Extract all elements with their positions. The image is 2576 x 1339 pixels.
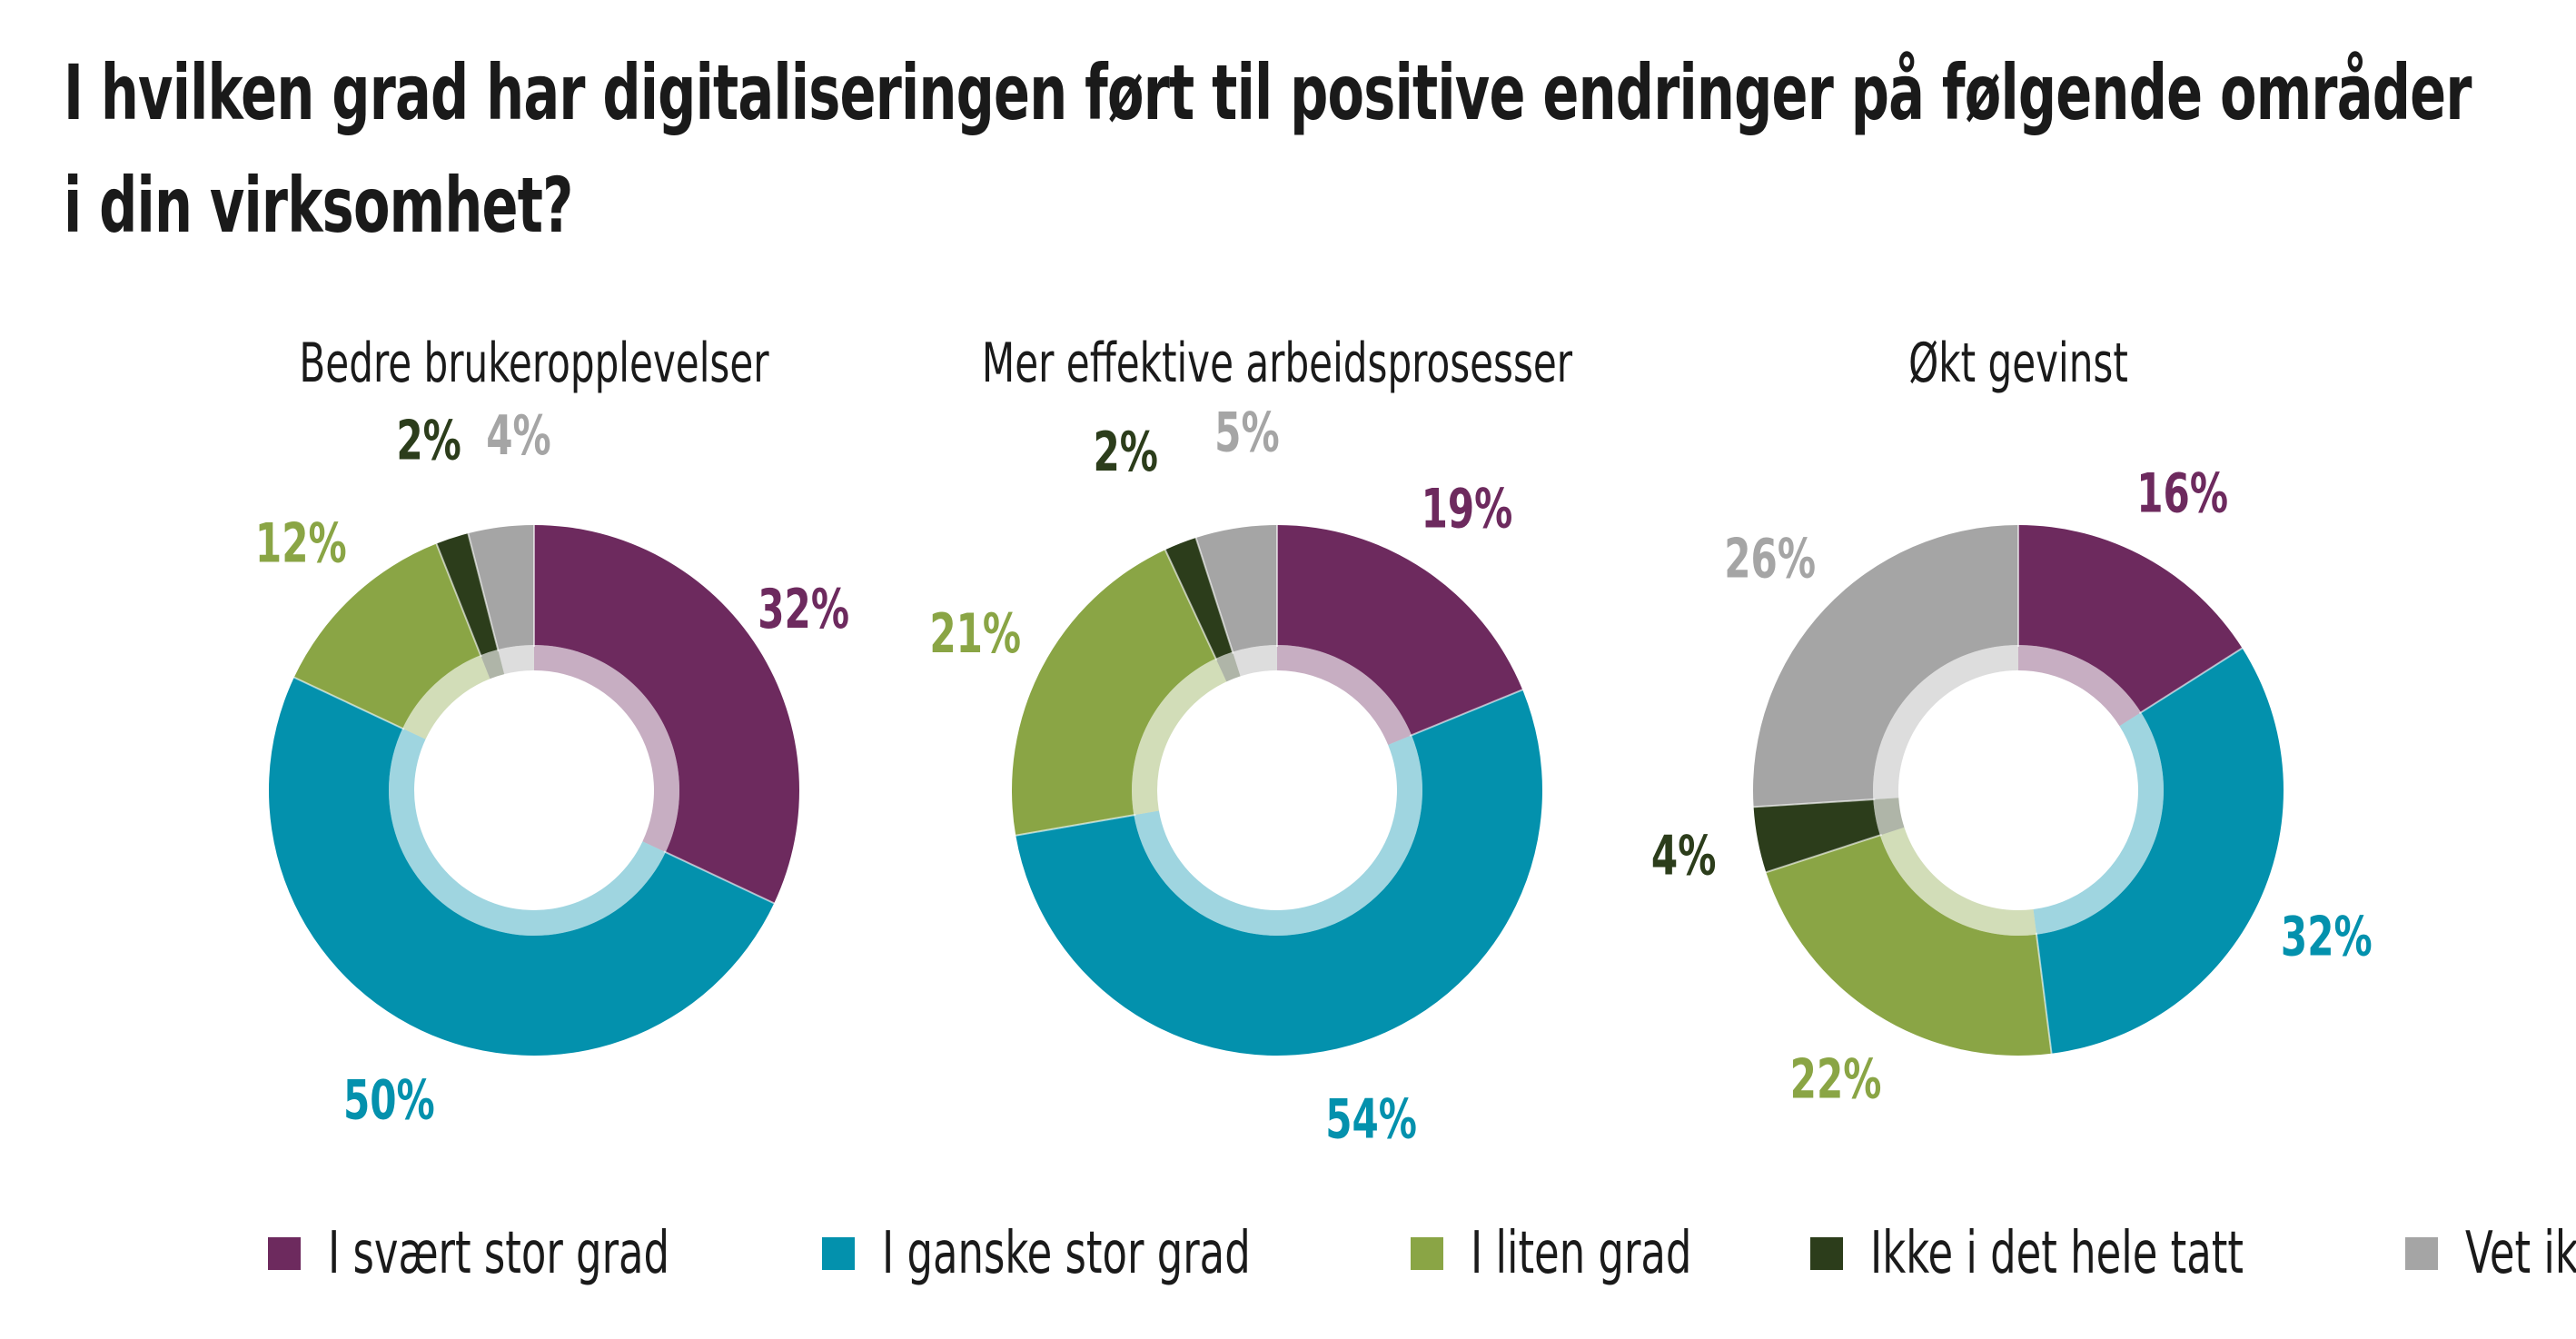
donut-charts: Bedre brukeropplevelser 32% 50% 12% 2% 4% Mer …: [255, 331, 2373, 1151]
slice-separator: [1752, 798, 1876, 808]
slice-gevinst-liten: [1766, 835, 2052, 1056]
data-label-arbeidsprosesser-ganske-stor: 54%: [1325, 1087, 1417, 1151]
inner-ring-gevinst-ganske-stor: [2033, 712, 2164, 935]
legend-item-vet-ikke: Vet ikke: [2405, 1220, 2576, 1287]
slice-separator: [2138, 647, 2244, 715]
data-label-brukeropplevelser-liten: 12%: [255, 511, 347, 575]
slice-separator: [663, 850, 776, 905]
legend-swatch-svaert-stor: [268, 1237, 301, 1270]
inner-ring-gevinst-ikke: [1873, 798, 1905, 836]
data-label-brukeropplevelser-ikke: 2%: [396, 409, 461, 472]
title-line-2: i din virksomhet?: [64, 161, 573, 250]
legend: I svært stor grad I ganske stor grad I l…: [268, 1208, 2576, 1299]
slice-arbeidsprosesser-vet-ikke: [1195, 525, 1277, 652]
data-label-gevinst-ikke: 4%: [1651, 824, 1716, 888]
slice-brukeropplevelser-vet-ikke: [468, 525, 534, 650]
data-label-arbeidsprosesser-vet-ikke: 5%: [1214, 401, 1279, 464]
slice-arbeidsprosesser-ikke: [1164, 538, 1234, 659]
legend-label-liten: I liten grad: [1471, 1220, 1692, 1287]
slice-arbeidsprosesser-svaert-stor: [1277, 525, 1523, 736]
data-label-gevinst-vet-ikke: 26%: [1724, 527, 1816, 590]
data-label-arbeidsprosesser-liten: 21%: [929, 601, 1021, 665]
donut-gevinst: Økt gevinst 16% 32% 22% 4% 26%: [1651, 331, 2373, 1111]
slice-separator: [1765, 833, 1883, 874]
data-label-gevinst-liten: 22%: [1790, 1047, 1882, 1111]
slice-brukeropplevelser-ganske-stor: [268, 677, 775, 1056]
data-label-brukeropplevelser-vet-ikke: 4%: [486, 403, 550, 467]
legend-swatch-vet-ikke: [2405, 1237, 2439, 1270]
slice-separator: [1164, 548, 1218, 661]
slice-brukeropplevelser-svaert-stor: [534, 525, 799, 904]
donut-arbeidsprosesser: Mer effektive arbeidsprosesser 19% 54% 21% 2…: [929, 331, 1572, 1151]
inner-ring-gevinst-vet-ikke: [1873, 645, 2018, 800]
inner-ring-arbeidsprosesser-ikke: [1215, 651, 1241, 682]
inner-ring-brukeropplevelser-liten: [402, 655, 490, 739]
inner-ring-arbeidsprosesser-ganske-stor: [1134, 735, 1423, 937]
inner-ring-brukeropplevelser-vet-ikke: [498, 645, 534, 675]
legend-item-svaert-stor: I svært stor grad: [268, 1220, 766, 1287]
slice-gevinst-ikke: [1753, 799, 1880, 873]
chart-subtitle-arbeidsprosesser: Mer effektive arbeidsprosesser: [982, 331, 1572, 394]
legend-item-liten: I liten grad: [1411, 1220, 1754, 1287]
slice-separator: [1015, 813, 1136, 837]
data-label-arbeidsprosesser-svaert-stor: 19%: [1422, 477, 1513, 541]
inner-ring-gevinst-svaert-stor: [2018, 645, 2142, 727]
inner-ring-brukeropplevelser-ikke: [481, 650, 505, 679]
donut-brukeropplevelser: Bedre brukeropplevelser 32% 50% 12% 2% 4%: [255, 331, 849, 1132]
legend-swatch-ganske-stor: [822, 1237, 856, 1270]
legend-swatch-ikke: [1810, 1237, 1844, 1270]
slice-separator: [292, 676, 405, 730]
inner-ring-brukeropplevelser-ganske-stor: [389, 728, 666, 936]
data-label-brukeropplevelser-svaert-stor: 32%: [758, 577, 849, 640]
inner-ring-arbeidsprosesser-liten: [1132, 658, 1227, 816]
legend-swatch-liten: [1411, 1237, 1444, 1270]
slice-gevinst-vet-ikke: [1753, 525, 2018, 808]
slice-arbeidsprosesser-ganske-stor: [1016, 689, 1542, 1056]
slice-separator: [1194, 536, 1234, 654]
data-label-brukeropplevelser-ganske-stor: 50%: [343, 1068, 435, 1132]
slice-gevinst-svaert-stor: [2018, 525, 2243, 713]
data-label-gevinst-ganske-stor: 32%: [2281, 905, 2373, 968]
slice-brukeropplevelser-liten: [293, 543, 481, 729]
chart-subtitle-brukeropplevelser: Bedre brukeropplevelser: [299, 331, 768, 394]
slice-separator: [435, 542, 482, 658]
legend-label-vet-ikke: Vet ikke: [2465, 1220, 2576, 1287]
slice-gevinst-ganske-stor: [2036, 648, 2284, 1054]
data-label-gevinst-svaert-stor: 16%: [2136, 461, 2228, 525]
slice-brukeropplevelser-ikke: [436, 533, 499, 656]
legend-label-ikke: Ikke i det hele tatt: [1870, 1220, 2244, 1287]
legend-item-ganske-stor: I ganske stor grad: [822, 1220, 1354, 1287]
slice-arbeidsprosesser-liten: [1012, 550, 1216, 836]
inner-ring-gevinst-liten: [1879, 827, 2037, 936]
slice-separator: [2035, 932, 2053, 1055]
slice-separator: [467, 531, 500, 652]
slice-separator: [1409, 689, 1524, 738]
inner-ring-arbeidsprosesser-vet-ikke: [1233, 645, 1277, 677]
inner-ring-brukeropplevelser-svaert-stor: [534, 645, 679, 853]
legend-label-ganske-stor: I ganske stor grad: [882, 1220, 1251, 1287]
data-label-arbeidsprosesser-ikke: 2%: [1094, 420, 1158, 483]
legend-label-svaert-stor: I svært stor grad: [328, 1220, 670, 1287]
inner-ring-arbeidsprosesser-svaert-stor: [1277, 645, 1412, 745]
legend-item-ikke: Ikke i det hele tatt: [1810, 1220, 2349, 1287]
chart-subtitle-gevinst: Økt gevinst: [1908, 331, 2128, 394]
